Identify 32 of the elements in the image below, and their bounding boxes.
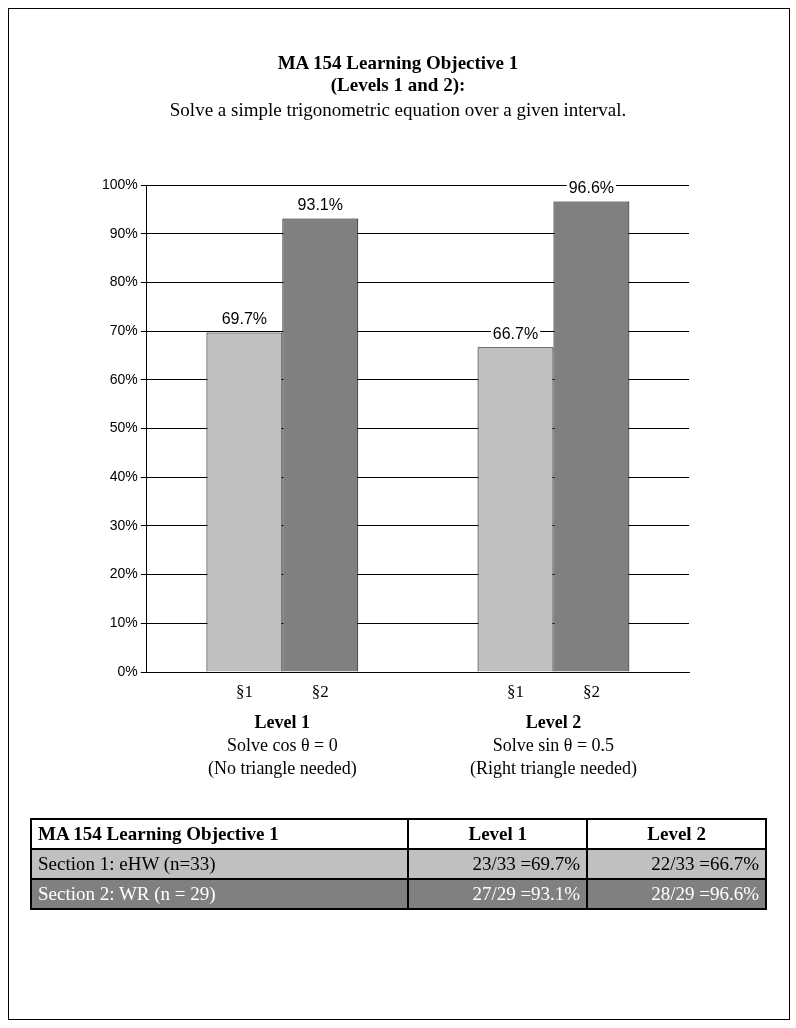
y-tick-label: 90% (109, 224, 138, 241)
y-tick-label: 40% (109, 468, 138, 485)
y-tick-label: 80% (109, 273, 138, 290)
data-label: 69.7% (221, 309, 268, 327)
x-tick-label: Level 2 Solve sin θ = 0.5 (Right triangle needed) (469, 711, 637, 779)
text: Section 2: WR (n = 29) (31, 879, 409, 909)
data-label: 93.1% (297, 196, 343, 214)
y-tick-label: 100% (101, 175, 138, 192)
text: 28/29 =96.6% (587, 879, 766, 909)
chart-title: MA 154 Learning Objective 1 (Levels 1 and 2): (276, 52, 520, 96)
series-label: §2 (311, 681, 329, 701)
y-tick-label: 70% (109, 321, 138, 338)
y-tick-label: 10% (109, 614, 138, 631)
y-tick-label: 50% (109, 419, 138, 436)
y-tick-label: 20% (109, 565, 138, 582)
y-tick-label: 0% (117, 662, 138, 679)
chart-subtitle: Solve a simple trigonometric equation over a given interval. (168, 99, 628, 121)
text: 27/29 =93.1% (408, 879, 588, 909)
series-label: §1 (235, 681, 253, 701)
data-label: 96.6% (568, 178, 615, 196)
text: §1 (507, 681, 524, 701)
text: 23/33 =69.7% (408, 849, 588, 879)
text: §2 (582, 681, 600, 701)
data-label: 66.7% (492, 324, 539, 342)
x-tick-label: Level 1 Solve cos θ = 0 (No triangle needed) (207, 711, 357, 779)
text: 22/33 =66.7% (587, 849, 766, 879)
y-tick-label: 60% (109, 370, 138, 387)
text: Level 1 (408, 819, 588, 849)
text: Level 2 (587, 819, 766, 849)
text: Section 1: eHW (n=33) (31, 849, 409, 879)
text: MA 154 Learning Objective 1 (31, 819, 409, 849)
y-tick-label: 30% (109, 516, 138, 533)
